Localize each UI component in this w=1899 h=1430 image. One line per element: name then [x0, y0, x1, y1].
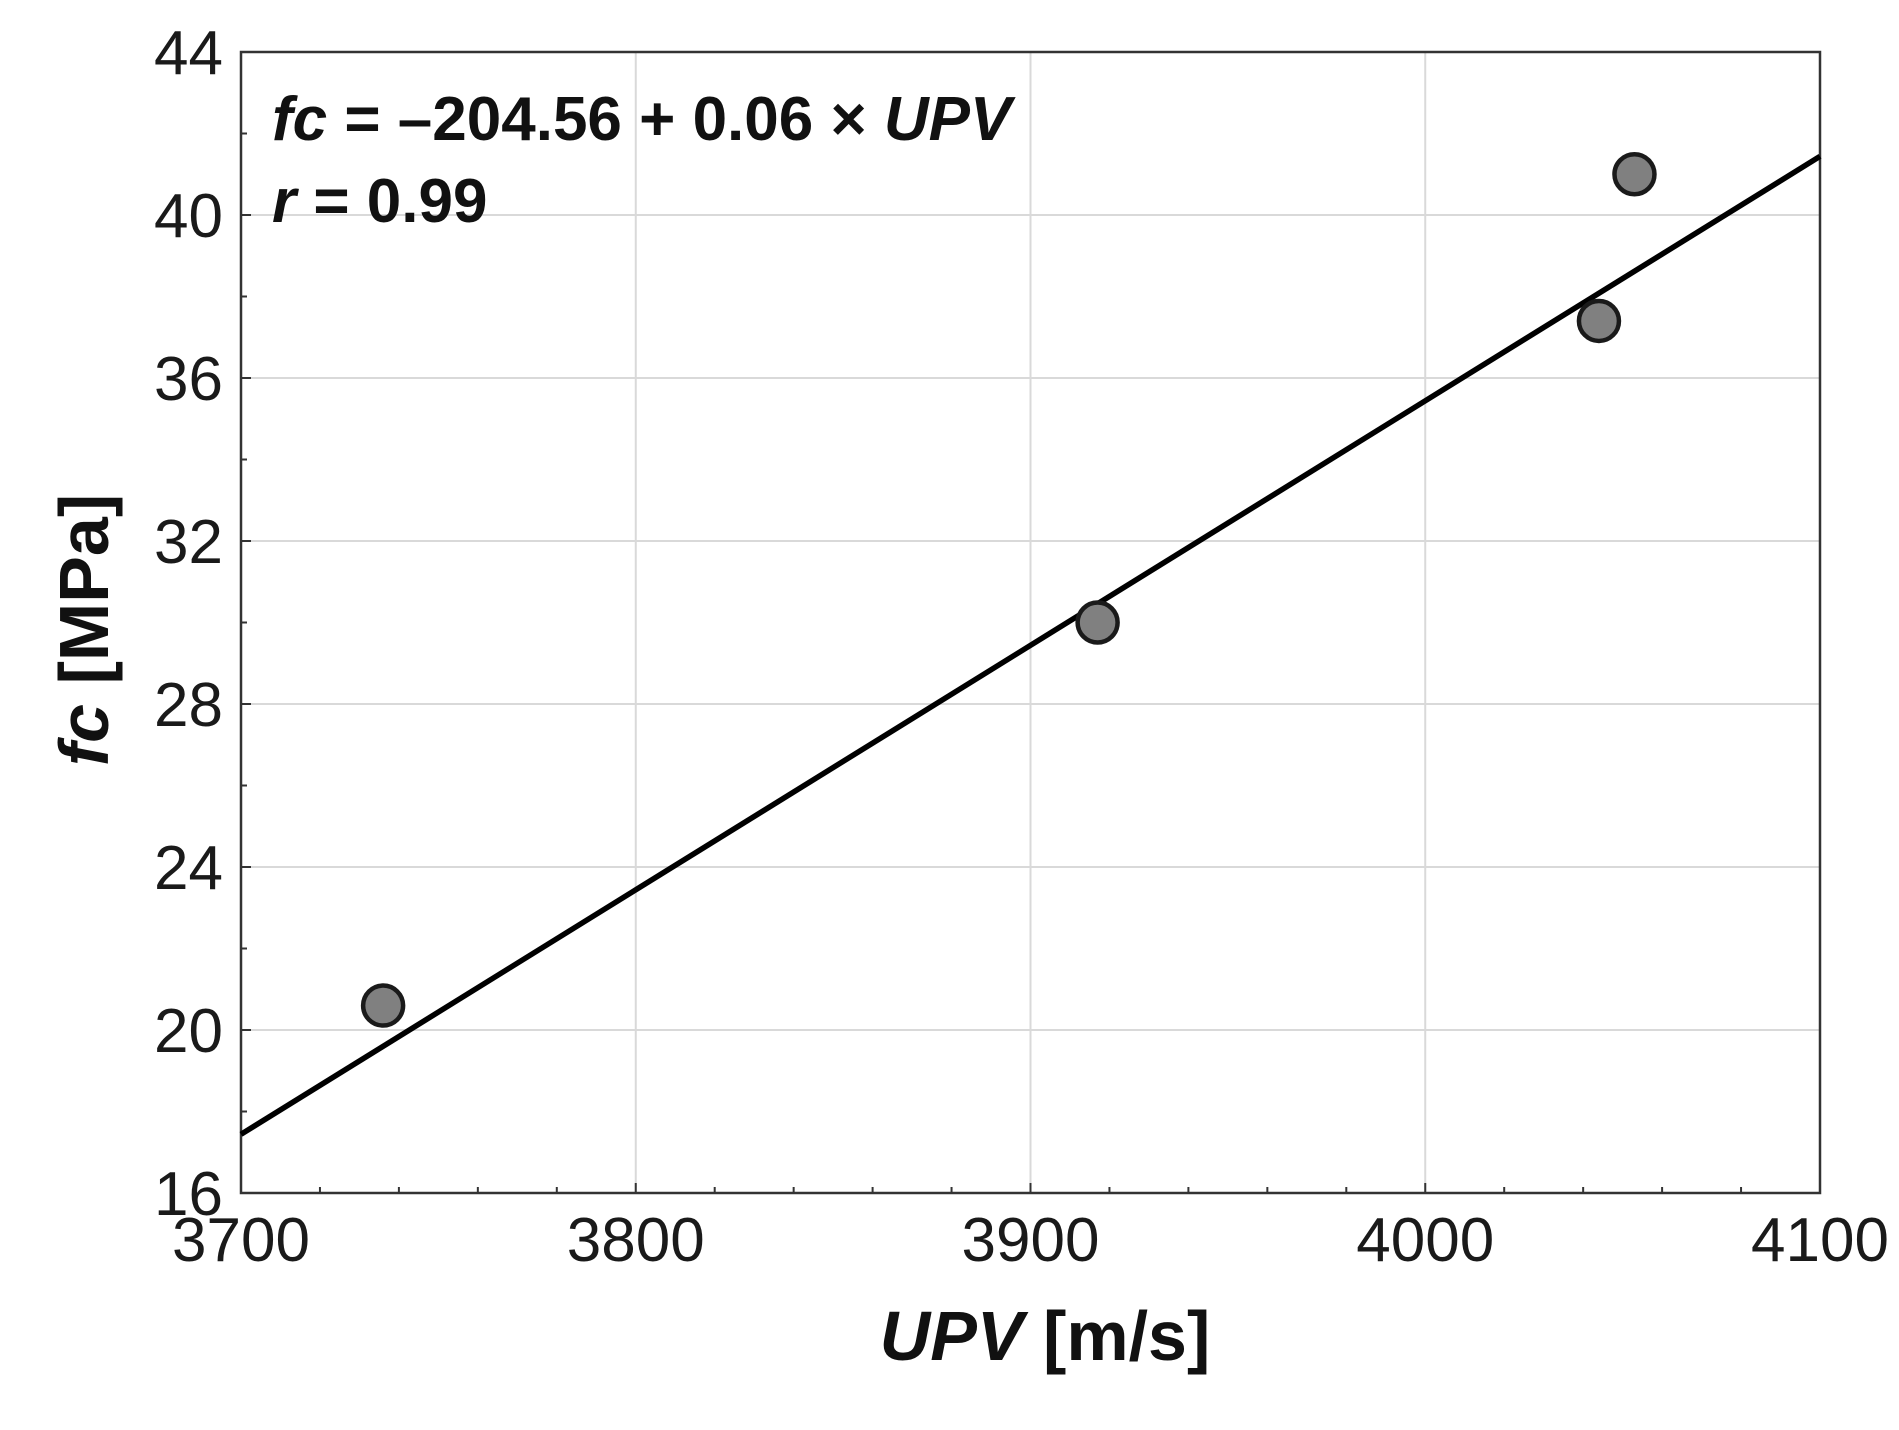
regression-line [239, 153, 1822, 1137]
x-tick-label: 3800 [567, 1206, 705, 1275]
x-tick-labels: 3700 3800 3900 4000 4100 [172, 1206, 1889, 1275]
x-axis-title-unit: [m/s] [1024, 1297, 1211, 1375]
y-axis-title: fc [MPa] [45, 494, 123, 766]
equation-annotation: fc = –204.56 + 0.06 × UPV [272, 85, 1016, 154]
data-points [360, 152, 1657, 1028]
x-axis-title-var: UPV [880, 1297, 1029, 1375]
data-point [1612, 152, 1657, 197]
r-var: r [272, 167, 299, 236]
y-tick-label: 32 [154, 508, 223, 577]
data-point [1075, 600, 1120, 645]
r-annotation: r = 0.99 [272, 167, 487, 236]
y-axis-title-var: fc [45, 704, 123, 766]
equation-mid: = –204.56 + 0.06 × [327, 85, 884, 154]
y-tick-labels: 16 20 24 28 32 36 40 44 [154, 19, 223, 1229]
x-tick-label: 3900 [962, 1206, 1100, 1275]
y-tick-label: 20 [154, 997, 223, 1066]
x-tick-label: 4000 [1356, 1206, 1494, 1275]
y-tick-label: 24 [154, 834, 223, 903]
y-axis-title-unit: [MPa] [45, 494, 123, 704]
plot-frame [239, 50, 1822, 1195]
data-point [360, 983, 406, 1028]
data-point [1576, 298, 1622, 344]
x-tick-label: 4100 [1751, 1206, 1889, 1275]
y-tick-label: 28 [154, 671, 223, 740]
y-tick-label: 40 [154, 182, 223, 251]
equation-var: UPV [884, 85, 1016, 154]
y-tick-label: 16 [154, 1160, 223, 1229]
x-tick-label: 3700 [172, 1206, 310, 1275]
y-tick-label: 36 [154, 345, 223, 414]
regression-line-group [239, 153, 1822, 1137]
equation-lhs: fc [272, 85, 327, 154]
x-axis-title: UPV [m/s] [880, 1297, 1211, 1375]
r-rest: = 0.99 [296, 167, 487, 236]
y-tick-label: 44 [154, 19, 223, 88]
